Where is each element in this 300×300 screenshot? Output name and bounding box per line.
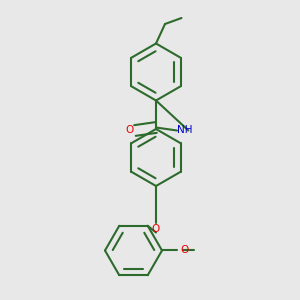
Text: O: O <box>180 245 188 256</box>
Text: O: O <box>152 224 160 234</box>
Text: NH: NH <box>177 125 192 136</box>
Text: O: O <box>125 125 134 136</box>
